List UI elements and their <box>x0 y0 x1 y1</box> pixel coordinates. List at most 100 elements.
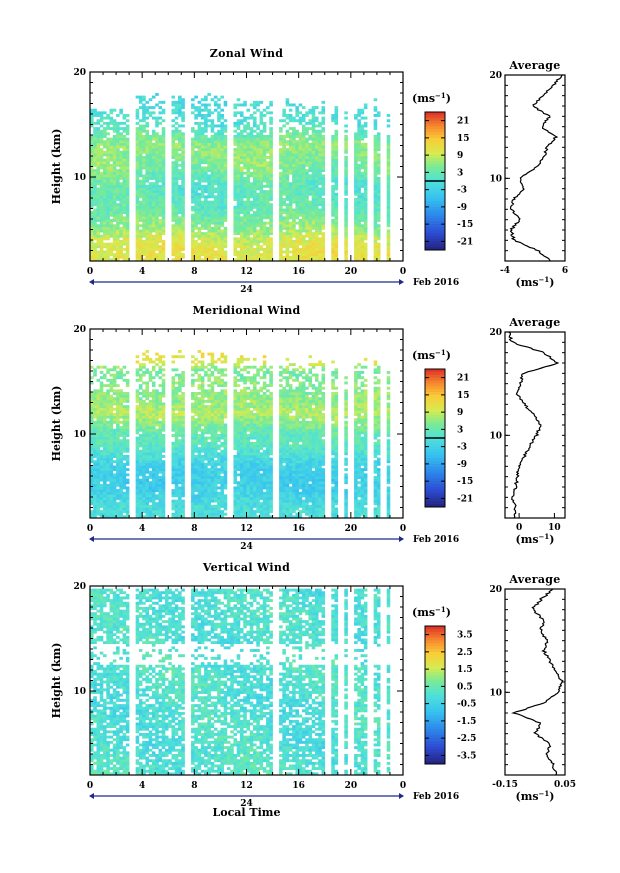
heatmap-cell <box>151 229 156 233</box>
heatmap-cell <box>249 171 254 175</box>
heatmap-cell <box>331 211 335 215</box>
heatmap-cell <box>109 476 114 479</box>
heatmap-cell <box>151 203 156 207</box>
heatmap-cell <box>116 121 120 125</box>
heatmap-cell <box>138 255 143 259</box>
heatmap-cell <box>376 132 381 136</box>
heatmap-cell <box>112 119 117 123</box>
heatmap-cell <box>125 221 130 225</box>
heatmap-cell <box>122 127 127 131</box>
heatmap-cell <box>151 226 156 230</box>
heatmap-cell <box>321 213 326 217</box>
heatmap-cell <box>99 462 104 466</box>
heatmap-cell <box>285 258 290 262</box>
heatmap-cell <box>112 140 117 144</box>
heatmap-cell <box>96 166 101 170</box>
heatmap-cell <box>249 140 254 144</box>
heatmap-cell <box>96 473 101 477</box>
heatmap-cell <box>233 174 238 178</box>
heatmap-cell <box>181 148 185 152</box>
heatmap-cell <box>223 177 228 180</box>
heatmap-cell <box>109 486 114 490</box>
heatmap-cell <box>135 145 140 149</box>
heatmap-cell <box>318 132 322 136</box>
heatmap-cell <box>125 473 130 477</box>
heatmap-cell <box>305 258 309 262</box>
heatmap-cell <box>217 190 221 194</box>
heatmap-cell <box>158 177 163 180</box>
heatmap-cell <box>122 219 127 222</box>
heatmap-cell <box>321 219 326 222</box>
heatmap-cell <box>112 381 117 385</box>
heatmap-cell <box>298 255 303 259</box>
heatmap-cell <box>249 237 254 241</box>
heatmap-cell <box>142 423 146 427</box>
heatmap-cell <box>135 195 140 199</box>
heatmap-cell <box>269 153 273 157</box>
heatmap-cell <box>249 250 254 254</box>
heatmap-cell <box>103 132 107 136</box>
heatmap-cell <box>204 232 208 236</box>
heatmap-cell <box>191 192 195 196</box>
heatmap-cell <box>171 190 176 194</box>
colorbar-swatch <box>425 163 445 168</box>
heatmap-cell <box>360 253 365 257</box>
heatmap-cell <box>116 137 120 141</box>
heatmap-cell <box>148 198 153 201</box>
heatmap-cell <box>373 98 378 102</box>
heatmap-cell <box>158 491 163 495</box>
heatmap-cell <box>344 192 348 196</box>
heatmap-cell <box>112 481 117 485</box>
heatmap-cell <box>246 198 251 201</box>
heatmap-cell <box>138 229 143 233</box>
heatmap-cell <box>112 166 117 170</box>
heatmap-cell <box>243 226 247 230</box>
heatmap-cell <box>155 190 159 194</box>
heatmap-cell <box>119 153 123 157</box>
heatmap-cell <box>125 515 130 519</box>
heatmap-cell <box>334 216 339 220</box>
heatmap-cell <box>135 441 140 445</box>
heatmap-cell <box>119 171 123 175</box>
heatmap-cell <box>142 486 146 490</box>
heatmap-cell <box>200 166 205 170</box>
heatmap-cell <box>243 250 247 254</box>
heatmap-cell <box>181 184 185 188</box>
heatmap-cell <box>145 253 149 257</box>
heatmap-cell <box>376 200 381 204</box>
heatmap-cell <box>344 258 348 262</box>
heatmap-cell <box>135 423 140 427</box>
heatmap-cell <box>142 119 146 123</box>
heatmap-cell <box>200 121 205 125</box>
heatmap-cell <box>90 468 94 472</box>
heatmap-cell <box>318 148 322 152</box>
heatmap-cell <box>178 137 182 141</box>
heatmap-cell <box>217 258 221 262</box>
heatmap-cell <box>213 195 218 199</box>
heatmap-cell <box>217 205 221 209</box>
heatmap-cell <box>191 250 195 254</box>
heatmap-cell <box>171 124 176 128</box>
heatmap-cell <box>220 129 224 133</box>
heatmap-cell <box>145 386 149 390</box>
heatmap-cell <box>321 221 326 225</box>
heatmap-cell <box>174 166 179 170</box>
heatmap-cell <box>301 237 306 241</box>
heatmap-cell <box>103 127 107 131</box>
heatmap-cell <box>174 242 179 246</box>
heatmap-cell <box>269 216 273 220</box>
heatmap-cell <box>357 129 361 133</box>
heatmap-cell <box>363 203 368 207</box>
heatmap-cell <box>99 137 104 141</box>
heatmap-cell <box>99 365 104 369</box>
heatmap-cell <box>213 108 218 112</box>
heatmap-cell <box>103 192 107 196</box>
heatmap-cell <box>125 397 130 401</box>
heatmap-cell <box>191 247 195 251</box>
heatmap-cell <box>122 410 127 414</box>
heatmap-cell <box>288 119 293 123</box>
heatmap-cell <box>210 153 215 157</box>
heatmap-cell <box>253 187 257 191</box>
heatmap-cell <box>298 142 303 146</box>
heatmap-cell <box>138 163 143 167</box>
